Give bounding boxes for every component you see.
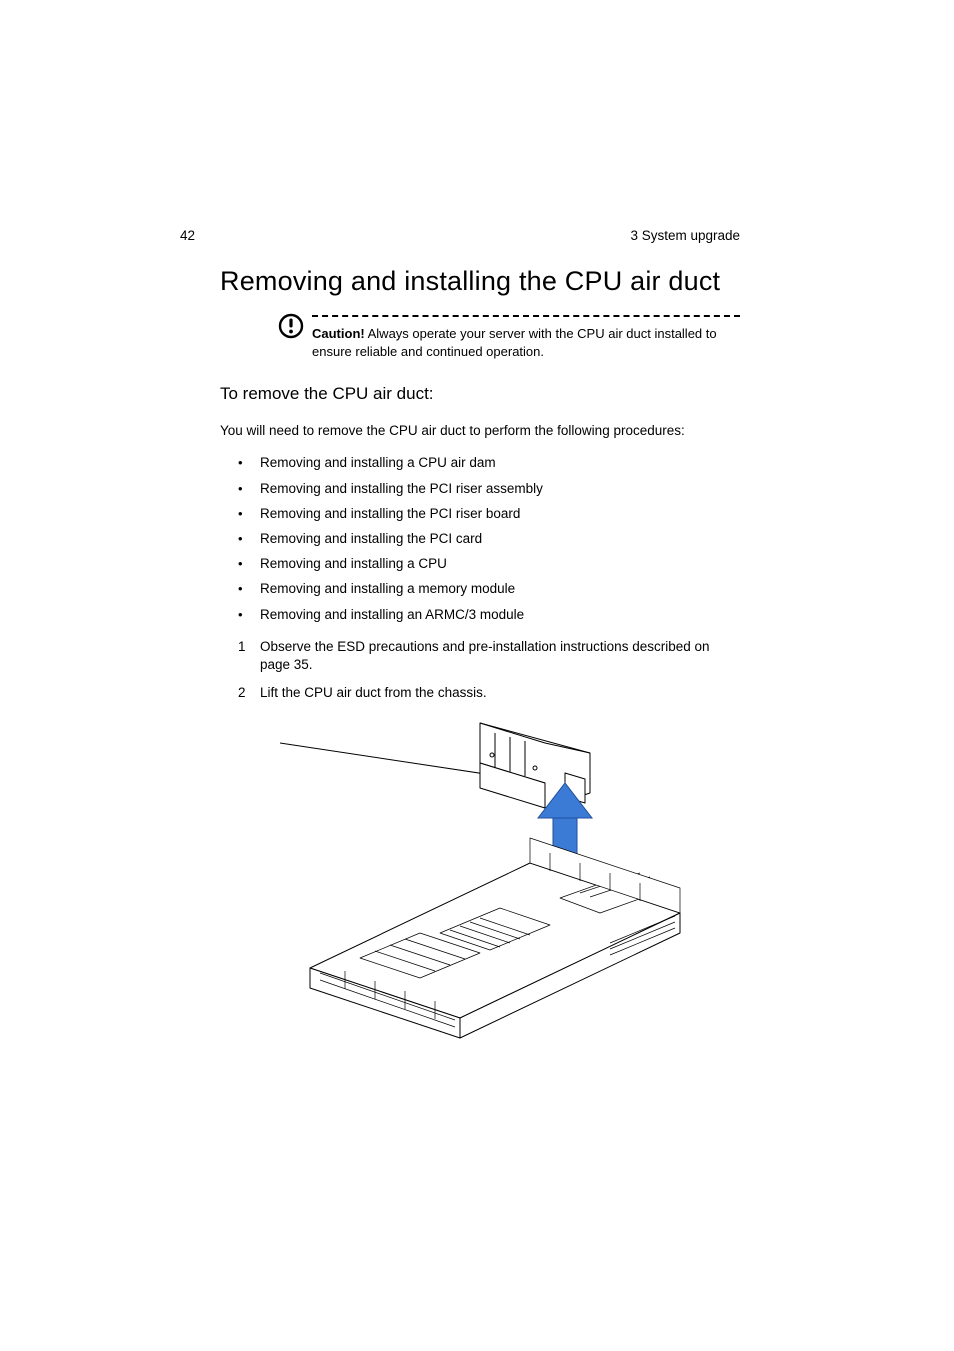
step-list: Observe the ESD precautions and pre-inst… (238, 638, 740, 703)
figure-cpu-air-duct (280, 713, 700, 1043)
procedure-bullet-list: Removing and installing a CPU air dam Re… (238, 454, 740, 624)
list-item: Removing and installing the PCI riser as… (238, 480, 740, 498)
section-heading: To remove the CPU air duct: (220, 384, 740, 404)
caution-body: Always operate your server with the CPU … (312, 326, 717, 359)
page-body: Removing and installing the CPU air duct… (220, 228, 740, 1043)
caution-icon (278, 313, 304, 344)
caution-block: Caution! Always operate your server with… (278, 315, 740, 360)
page-number: 42 (180, 228, 195, 243)
list-item: Removing and installing the PCI riser bo… (238, 505, 740, 523)
list-item: Observe the ESD precautions and pre-inst… (238, 638, 740, 674)
list-item: Removing and installing a CPU air dam (238, 454, 740, 472)
list-item: Lift the CPU air duct from the chassis. (238, 684, 740, 702)
page-title: Removing and installing the CPU air duct (220, 266, 740, 297)
list-item: Removing and installing the PCI card (238, 530, 740, 548)
caution-content: Caution! Always operate your server with… (312, 315, 740, 360)
caution-text: Caution! Always operate your server with… (312, 325, 740, 360)
list-item: Removing and installing a CPU (238, 555, 740, 573)
caution-label: Caution! (312, 326, 365, 341)
list-item: Removing and installing a memory module (238, 580, 740, 598)
intro-paragraph: You will need to remove the CPU air duct… (220, 422, 740, 440)
caution-divider (312, 315, 740, 317)
list-item: Removing and installing an ARMC/3 module (238, 606, 740, 624)
